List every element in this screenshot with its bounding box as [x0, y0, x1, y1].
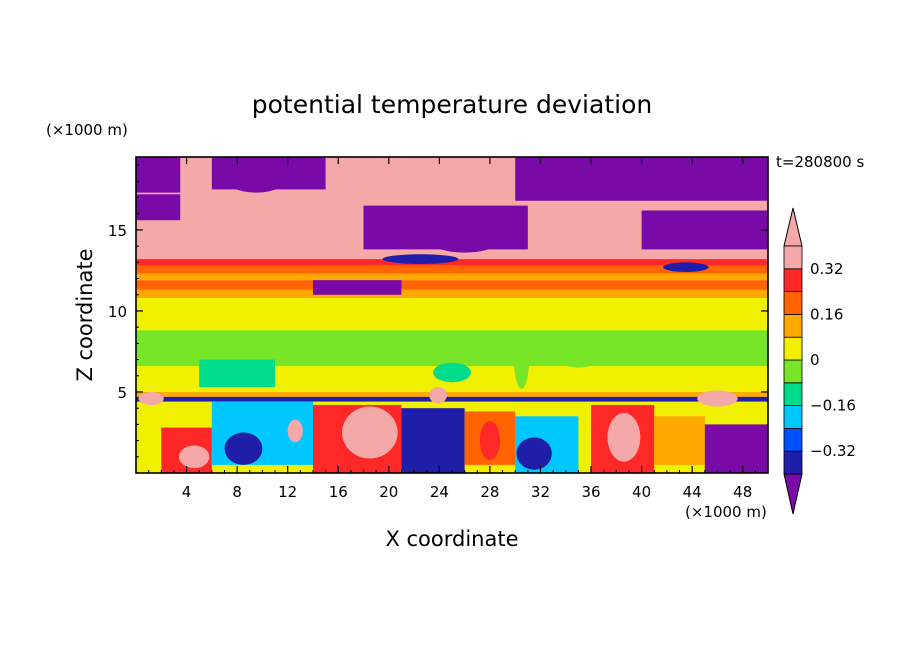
- y-unit-label: (×1000 m): [46, 121, 128, 139]
- colorbar-label: −0.32: [810, 442, 856, 460]
- time-label: t=280800 s: [776, 153, 864, 171]
- x-tick-label: 32: [531, 483, 550, 501]
- field-blob: [433, 362, 471, 383]
- field-blob: [342, 406, 398, 459]
- x-unit-label: (×1000 m): [685, 503, 767, 521]
- field-region: [136, 265, 768, 274]
- colorbar-segment: [783, 313, 803, 338]
- colorbar-label: 0.32: [810, 260, 843, 278]
- colorbar-label: 0: [810, 351, 820, 369]
- field-blob: [224, 432, 263, 465]
- x-tick-label: 36: [581, 483, 600, 501]
- colorbar: 0.32 0.16 0 −0.16 −0.32: [783, 207, 856, 515]
- field-blob: [178, 445, 210, 469]
- y-axis-label: Z coordinate: [73, 248, 97, 381]
- field-blob: [429, 387, 447, 404]
- field-blob: [513, 330, 530, 389]
- x-tick-label: 40: [632, 483, 651, 501]
- field-region: [136, 157, 181, 193]
- field-blob: [148, 229, 187, 253]
- x-tick-label: 8: [232, 483, 242, 501]
- field-blob: [479, 421, 501, 461]
- colorbar-label: −0.16: [810, 397, 856, 415]
- colorbar-segment: [783, 291, 803, 315]
- colorbar-segment: [783, 268, 803, 292]
- x-tick-label: 24: [430, 483, 449, 501]
- field-region: [136, 396, 768, 402]
- field-region: [515, 157, 768, 201]
- field-region: [136, 391, 768, 397]
- field-blob: [343, 330, 384, 357]
- field-blob: [516, 437, 552, 470]
- field-blob: [287, 419, 303, 443]
- colorbar-segment: [783, 359, 803, 384]
- field-region: [136, 289, 768, 298]
- field-blob: [433, 233, 497, 253]
- x-tick-label: 28: [480, 483, 499, 501]
- colorbar-segment: [783, 245, 803, 270]
- x-tick-label: 44: [683, 483, 702, 501]
- colorbar-segment: [783, 427, 803, 452]
- field-region: [136, 273, 768, 281]
- field-region: [136, 280, 768, 290]
- y-tick-label: 5: [117, 384, 127, 402]
- field-blob: [553, 223, 629, 250]
- colorbar-label: 0.16: [810, 305, 843, 323]
- field-blob: [553, 335, 604, 368]
- x-tick-label: 20: [379, 483, 398, 501]
- field-blob: [607, 413, 641, 462]
- field-blob: [382, 254, 459, 264]
- x-tick-label: 16: [329, 483, 348, 501]
- field-region: [312, 280, 402, 295]
- x-axis-label: X coordinate: [385, 527, 518, 551]
- field-blob: [663, 262, 709, 273]
- colorbar-segment: [783, 450, 803, 475]
- field-region: [136, 259, 768, 266]
- y-tick-label: 10: [108, 303, 127, 321]
- x-tick-label: 4: [182, 483, 192, 501]
- field-blob: [697, 390, 738, 407]
- field-region: [654, 416, 705, 465]
- field-region: [136, 194, 181, 221]
- field-region: [199, 359, 276, 388]
- field-blob: [151, 338, 197, 365]
- colorbar-extend-bottom: [783, 473, 803, 515]
- y-axis: 5 10 15: [108, 164, 768, 458]
- x-axis: 4 8 12 16 20 24 28 32 36 40 44 48: [148, 157, 756, 501]
- x-tick-label: 48: [733, 483, 752, 501]
- field-blob: [666, 216, 718, 243]
- colorbar-segment: [783, 336, 803, 361]
- colorbar-segment: [783, 405, 803, 429]
- chart-title: potential temperature deviation: [252, 90, 652, 119]
- colorbar-extend-top: [783, 207, 803, 247]
- field-region: [401, 408, 465, 473]
- colorbar-segment: [783, 382, 803, 406]
- field-blob: [209, 236, 240, 256]
- x-tick-label: 12: [278, 483, 297, 501]
- field-blob: [711, 432, 762, 465]
- plot-field: [136, 157, 768, 473]
- field-blob: [224, 163, 288, 193]
- field-blob: [138, 391, 164, 405]
- y-tick-label: 15: [108, 222, 127, 240]
